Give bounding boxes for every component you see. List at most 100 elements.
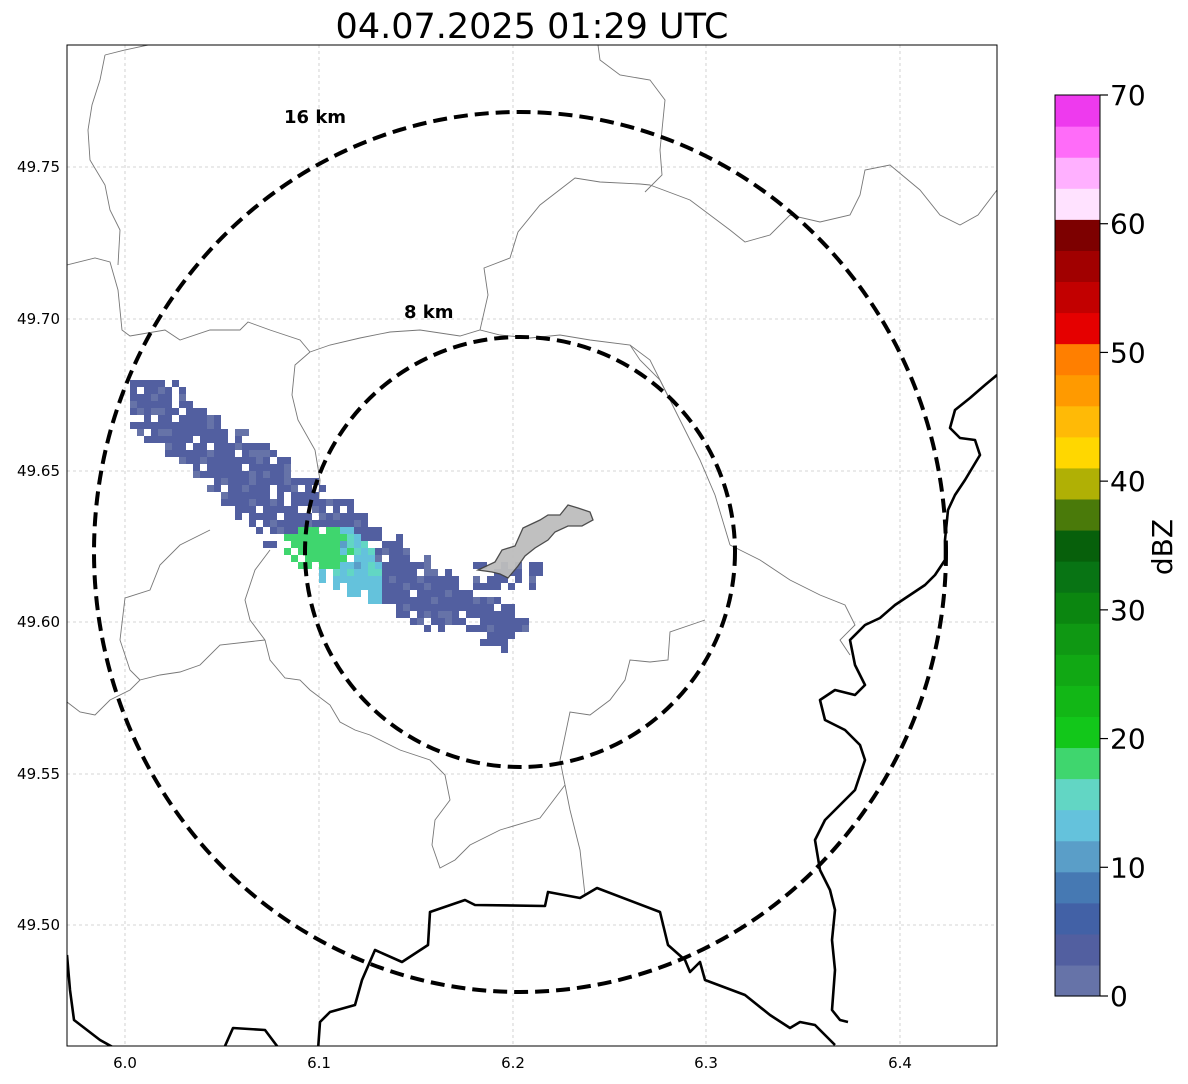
echo-pixel [487,632,494,639]
echo-pixel [487,597,494,604]
echo-pixel [298,478,305,485]
echo-pixel [494,632,501,639]
echo-pixel [354,583,361,590]
echo-pixel [445,611,452,618]
echo-pixel [466,597,473,604]
echo-pixel [291,534,298,541]
colorbar-step [1055,623,1100,655]
echo-pixel [186,429,193,436]
echo-pixel [242,457,249,464]
echo-pixel [368,583,375,590]
echo-pixel [298,548,305,555]
echo-pixel [319,485,326,492]
echo-pixel [508,632,515,639]
municipal-boundary [559,619,706,896]
echo-pixel [417,590,424,597]
echo-pixel [417,597,424,604]
echo-pixel [144,436,151,443]
echo-pixel [165,443,172,450]
echo-pixel [396,590,403,597]
echo-pixel [312,527,319,534]
echo-pixel [361,541,368,548]
echo-pixel [431,590,438,597]
echo-pixel [333,506,340,513]
echo-pixel [151,408,158,415]
echo-pixel [438,597,445,604]
echo-pixel [396,604,403,611]
echo-pixel [361,583,368,590]
echo-pixel [431,604,438,611]
echo-pixel [221,471,228,478]
echo-pixel [396,555,403,562]
echo-pixel [270,520,277,527]
echo-pixel [508,618,515,625]
colorbar-step [1055,343,1100,376]
colorbar-label: dBZ [1146,519,1179,575]
echo-pixel [172,436,179,443]
echo-pixel [333,541,340,548]
municipal-boundary [244,549,271,641]
echo-pixel [368,576,375,583]
echo-pixel [445,583,452,590]
echo-pixel [242,443,249,450]
echo-pixel [312,499,319,506]
colorbar [1055,95,1100,997]
echo-pixel [305,478,312,485]
echo-pixel [207,457,214,464]
echo-pixel [424,555,431,562]
echo-pixel [172,422,179,429]
echo-pixel [165,450,172,457]
echo-pixel [228,464,235,471]
echo-pixel [424,562,431,569]
echo-pixel [284,506,291,513]
echo-pixel [158,408,165,415]
colorbar-tick-label: 20 [1110,723,1146,756]
echo-pixel [354,590,361,597]
echo-pixel [228,471,235,478]
echo-pixel [207,415,214,422]
echo-pixel [186,401,193,408]
echo-pixel [529,576,536,583]
echo-pixel [333,527,340,534]
echo-pixel [256,492,263,499]
echo-pixel [326,520,333,527]
echo-pixel [403,562,410,569]
echo-pixel [347,562,354,569]
echo-pixel [396,548,403,555]
echo-pixel [305,499,312,506]
echo-pixel [298,499,305,506]
echo-pixel [452,611,459,618]
echo-pixel [235,457,242,464]
echo-pixel [361,576,368,583]
echo-pixel [375,555,382,562]
echo-pixel [445,590,452,597]
echo-pixel [375,527,382,534]
echo-pixel [172,380,179,387]
echo-pixel [501,632,508,639]
echo-pixel [319,499,326,506]
echo-pixel [256,471,263,478]
echo-pixel [459,604,466,611]
echo-pixel [480,611,487,618]
echo-pixel [375,548,382,555]
x-tick-label: 6.3 [694,1054,718,1072]
echo-pixel [410,576,417,583]
echo-pixel [333,499,340,506]
echo-pixel [151,429,158,436]
echo-pixel [214,485,221,492]
echo-pixel [305,485,312,492]
echo-pixel [137,401,144,408]
echo-pixel [193,443,200,450]
echo-pixel [277,478,284,485]
national-border-south [223,886,836,1046]
echo-pixel [151,380,158,387]
echo-pixel [256,464,263,471]
echo-pixel [403,569,410,576]
colorbar-step [1055,654,1100,686]
echo-pixel [508,611,515,618]
colorbar-tick-label: 60 [1110,208,1146,241]
echo-pixel [249,520,256,527]
echo-pixel [256,513,263,520]
echo-pixel [284,527,291,534]
echo-pixel [396,583,403,590]
